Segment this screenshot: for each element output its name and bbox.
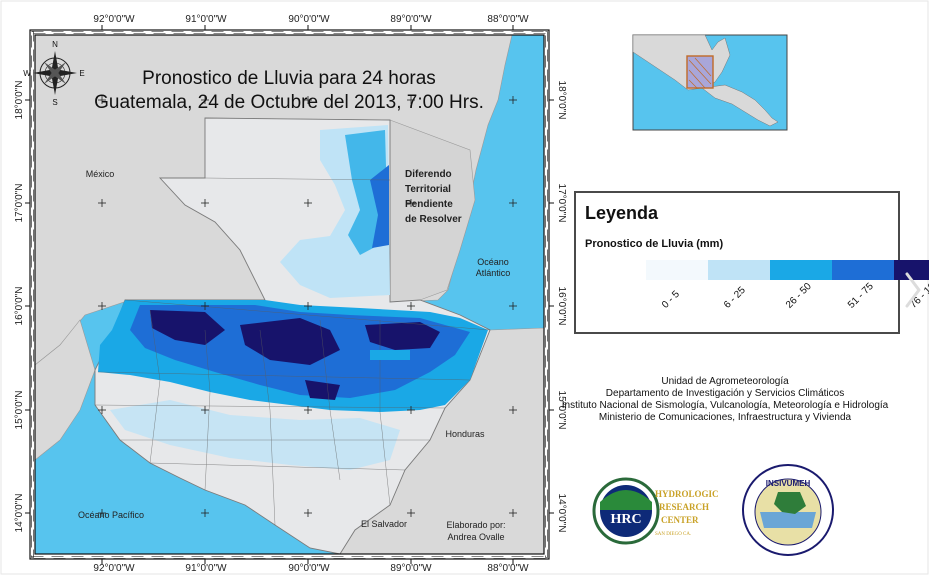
lon-label-top: 92°0'0"W: [93, 14, 135, 25]
longitude-labels: 92°0'0"W 91°0'0"W 90°0'0"W 89°0'0"W 88°0…: [93, 14, 529, 574]
legend-swatch: [646, 260, 708, 280]
legend-subtitle: Pronostico de Lluvia (mm): [585, 238, 724, 250]
label-dispute-3: Pendiente: [405, 199, 453, 210]
legend-swatch: [894, 260, 929, 280]
lon-label-bottom: 90°0'0"W: [288, 563, 330, 574]
lon-label-top: 89°0'0"W: [390, 14, 432, 25]
hrc-logo-text-1: HYDROLOGIC: [655, 489, 719, 499]
rain-zone-max-west: [150, 310, 225, 345]
hrc-logo-text-2: RESEARCH: [659, 502, 709, 512]
legend-swatch-label: 26 - 50: [784, 280, 814, 311]
legend-box: Leyenda Pronostico de Lluvia (mm) 0 - 5 6…: [574, 191, 929, 334]
legend-swatch-label: 51 - 75: [846, 280, 876, 311]
credit-line: Unidad de Agrometeorología: [661, 376, 789, 387]
legend-swatch-label: 0 - 5: [660, 288, 682, 311]
label-author-1: Elaborado por:: [446, 520, 505, 530]
compass-e: E: [79, 69, 84, 78]
rain-zone-max-central: [240, 318, 340, 365]
legend-swatch: [832, 260, 894, 280]
insivumeh-logo: INSIVUMEH: [742, 464, 834, 556]
lon-label-top: 90°0'0"W: [288, 14, 330, 25]
rain-zone-izabal: [370, 350, 410, 360]
place-labels: México Diferendo Territorial Pendiente d…: [78, 169, 510, 542]
lat-label-left: 14°0'0"N: [14, 494, 25, 533]
locator-map: [632, 34, 788, 131]
label-atlantic-1: Océano: [477, 257, 509, 267]
main-map: [34, 34, 545, 555]
label-dispute-1: Diferendo: [405, 169, 452, 180]
lon-label-top: 91°0'0"W: [185, 14, 227, 25]
latitude-labels: 18°0'0"N 17°0'0"N 16°0'0"N 15°0'0"N 14°0…: [14, 81, 567, 533]
label-author-2: Andrea Ovalle: [447, 532, 504, 542]
rain-zone-strong-north: [370, 165, 389, 248]
rain-zone-max-small: [305, 380, 340, 400]
credit-line: Instituto Nacional de Sismología, Vulcan…: [561, 400, 889, 411]
department-borders: [94, 177, 491, 526]
lat-label-right: 18°0'0"N: [556, 81, 567, 120]
map-neatline: [29, 29, 550, 560]
lat-label-left: 16°0'0"N: [14, 287, 25, 326]
label-dispute-4: de Resolver: [405, 214, 462, 225]
lat-label-right: 14°0'0"N: [556, 494, 567, 533]
label-atlantic-2: Atlántico: [476, 268, 511, 278]
hrc-logo-text-4: SAN DIEGO CA.: [655, 532, 691, 537]
hrc-logo-mark: HRC: [610, 512, 641, 527]
map-title-line1: Pronostico de Lluvia para 24 horas: [142, 68, 436, 89]
lat-label-left: 17°0'0"N: [14, 184, 25, 223]
lon-label-top: 88°0'0"W: [487, 14, 529, 25]
rain-zone-light-south: [110, 400, 400, 470]
next-arrow-icon[interactable]: [901, 270, 925, 310]
lon-label-bottom: 88°0'0"W: [487, 563, 529, 574]
label-pacific: Océano Pacífico: [78, 510, 144, 520]
credit-line: Departamento de Investigación y Servicio…: [605, 388, 845, 399]
rain-zone-max-east: [365, 322, 440, 350]
hrc-logo: HRC HYDROLOGIC RESEARCH CENTER SAN DIEGO…: [592, 477, 719, 545]
graticule-crosses: [98, 96, 517, 517]
compass-n: N: [52, 40, 58, 49]
graticule-ticks: [25, 25, 554, 564]
lat-label-left: 15°0'0"N: [14, 391, 25, 430]
lon-label-bottom: 92°0'0"W: [93, 563, 135, 574]
lat-label-right: 17°0'0"N: [556, 184, 567, 223]
lon-label-bottom: 89°0'0"W: [390, 563, 432, 574]
lon-label-bottom: 91°0'0"W: [185, 563, 227, 574]
compass-rose-icon: N E S W: [23, 40, 84, 107]
label-mexico: México: [86, 169, 115, 179]
legend-swatch: [708, 260, 770, 280]
insivumeh-logo-text: INSIVUMEH: [766, 479, 811, 488]
credits-block: Unidad de Agrometeorología Departamento …: [545, 376, 905, 424]
map-title: Pronostico de Lluvia para 24 horas Guate…: [94, 68, 484, 113]
credit-line: Ministerio de Comunicaciones, Infraestru…: [598, 412, 852, 423]
map-title-line2: Guatemala, 24 de Octubre del 2013, 7:00 …: [94, 92, 484, 113]
legend-swatch: [770, 260, 832, 280]
chiapas-coast: [34, 319, 96, 461]
legend-title: Leyenda: [585, 203, 659, 223]
label-el-salvador: El Salvador: [361, 519, 407, 529]
lat-label-right: 16°0'0"N: [556, 287, 567, 326]
lat-label-left: 18°0'0"N: [14, 81, 25, 120]
hrc-logo-text-3: CENTER: [661, 515, 699, 525]
label-dispute-2: Territorial: [405, 184, 451, 195]
compass-s: S: [52, 98, 57, 107]
label-honduras: Honduras: [445, 429, 485, 439]
lat-label-right: 15°0'0"N: [556, 391, 567, 430]
legend-swatch-label: 6 - 25: [722, 284, 748, 311]
compass-w: W: [23, 69, 31, 78]
